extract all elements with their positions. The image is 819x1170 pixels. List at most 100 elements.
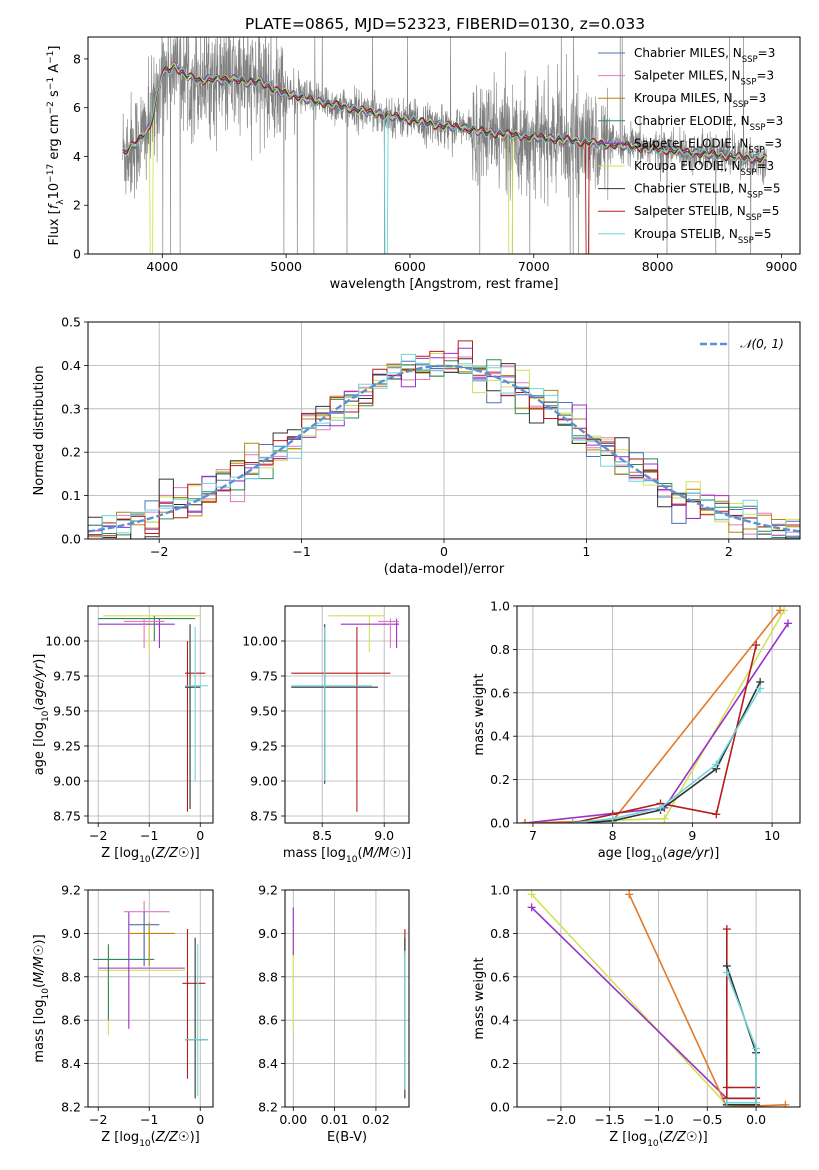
error-cross-kroupa-elodie	[328, 615, 385, 653]
y-tick-label: 0.2	[61, 445, 81, 460]
y-tick-label: 9.50	[250, 704, 278, 719]
plot-area	[527, 890, 790, 1107]
x-axis-label: Z [log10(Z/Z☉)]	[609, 1130, 707, 1149]
legend-label: Chabrier STELIB, NSSP=5	[634, 182, 781, 201]
error-cross-salpeter-miles	[378, 618, 400, 648]
x-tick-label: 7	[529, 828, 537, 843]
axes-frame	[87, 321, 801, 540]
error-cross-salpeter-elodie	[98, 618, 175, 648]
x-tick-label: 8.5	[312, 828, 332, 843]
legend: 𝒩(0, 1)	[700, 337, 784, 351]
x-axis-label: age [log10(age/yr)]	[598, 846, 720, 865]
y-tick-label: 8.75	[53, 809, 81, 824]
x-tick-label: 4000	[146, 259, 178, 274]
y-tick-label: 10.00	[45, 634, 81, 649]
x-axis-label: (data-model)/error	[384, 562, 505, 577]
panel-age-vs-mass: 8.5 9.0 8.75 9.00 9.25 9.50 9.75 10.00 mass [log…	[242, 605, 411, 865]
series-line-kroupa-stelib	[726, 972, 757, 1104]
x-tick-label: 10	[764, 828, 780, 843]
x-tick-label: 8000	[642, 259, 674, 274]
y-tick-label: 0.1	[61, 488, 81, 503]
x-tick-label: −1.0	[643, 1112, 673, 1127]
y-tick-label: 8.8	[61, 969, 81, 984]
series-marker	[568, 819, 577, 823]
y-tick-label: 0.0	[490, 816, 510, 831]
y-tick-label: 0	[73, 247, 81, 262]
x-tick-label: 0	[440, 544, 448, 559]
series-line-salpeter-stelib	[726, 929, 757, 1100]
series-line-salpeter-stelib	[572, 644, 757, 823]
error-cross-salpeter-elodie	[98, 911, 185, 1029]
y-tick-label: 8.4	[61, 1056, 81, 1071]
x-tick-label: 0	[196, 828, 204, 843]
legend-label: Kroupa ELODIE, NSSP=3	[634, 159, 774, 178]
x-tick-label: −2	[89, 1112, 107, 1127]
error-cross-salpeter-stelib	[291, 627, 391, 812]
gridlines	[88, 606, 213, 823]
y-tick-label: 9.0	[61, 926, 81, 941]
error-cross-salpeter-stelib	[182, 929, 206, 1079]
x-tick-label: 8	[609, 828, 617, 843]
error-cross-kroupa-miles	[128, 922, 175, 966]
error-cross-kroupa-elodie	[98, 944, 185, 1036]
panel-residuals: −2 −1 0 1 2 0.0 0.1 0.2 0.3 0.4 0.5 (data-model)/er…	[32, 315, 801, 577]
gridlines	[517, 889, 800, 1108]
gridlines	[285, 889, 409, 1108]
x-tick-label: 9	[688, 828, 696, 843]
y-tick-label: 8.75	[250, 809, 278, 824]
series-marker	[752, 1044, 761, 1053]
plot-area	[88, 340, 800, 539]
y-tick-label: 10.00	[242, 634, 278, 649]
y-tick-label: 4	[73, 149, 81, 164]
model-spectrum-kroupa-stelib	[122, 65, 767, 254]
plot-area	[98, 615, 208, 812]
y-tick-label: 8	[73, 51, 81, 66]
legend-label: Chabrier MILES, NSSP=3	[634, 46, 775, 65]
y-tick-label: 9.75	[250, 669, 278, 684]
y-tick-label: 0.4	[490, 729, 510, 744]
series-line-kroupa-stelib	[572, 688, 761, 823]
series-marker	[776, 606, 785, 615]
y-tick-label: 8.4	[258, 1056, 278, 1071]
y-tick-label: 2	[73, 198, 81, 213]
series-marker	[608, 814, 617, 823]
x-tick-label: −2	[89, 828, 107, 843]
series-marker	[527, 890, 536, 899]
y-tick-label: 6	[73, 100, 81, 115]
axes-frame	[87, 605, 214, 824]
y-axis-label: age [log10(age/yr)]	[32, 654, 51, 776]
legend-label: Salpeter STELIB, NSSP=5	[634, 204, 779, 223]
x-tick-label: 7000	[518, 259, 550, 274]
panel-mass-vs-ebv: 0.00 0.01 0.02 8.2 8.4 8.6 8.8 9.0 9.2 E(B-V)	[258, 883, 410, 1145]
x-axis-label: mass [log10(M/M☉)]	[283, 846, 411, 865]
panel-age-vs-Z: −2 −1 0 8.75 9.00 9.25 9.50 9.75 10.00 Z [log10(Z…	[32, 605, 214, 865]
plot-area	[520, 606, 793, 823]
axes-frame	[284, 889, 410, 1108]
gridlines	[285, 606, 409, 823]
y-tick-label: 8.2	[61, 1100, 81, 1115]
y-tick-label: 0.2	[490, 1056, 510, 1071]
error-cross-chabrier-miles	[128, 911, 160, 966]
plot-area	[93, 900, 208, 1099]
panel-mass-vs-Z: −2 −1 0 8.2 8.4 8.6 8.8 9.0 9.2 Z [log10(Z/Z☉)] ma…	[32, 883, 214, 1149]
y-tick-label: 0.6	[490, 969, 510, 984]
series-marker	[781, 1100, 790, 1107]
series-marker	[722, 968, 731, 977]
y-tick-label: 8.2	[258, 1100, 278, 1115]
series-marker	[527, 903, 536, 912]
y-axis-label: mass weight	[472, 957, 487, 1039]
x-tick-label: 5000	[270, 259, 302, 274]
x-axis-label: E(B-V)	[327, 1130, 367, 1145]
y-tick-label: 0.0	[61, 532, 81, 547]
x-tick-label: 9.0	[374, 828, 394, 843]
legend-label: 𝒩(0, 1)	[740, 337, 784, 351]
y-tick-label: 0.8	[490, 926, 510, 941]
y-tick-label: 0.4	[490, 1013, 510, 1028]
series-marker	[752, 641, 761, 650]
error-cross-chabrier-elodie	[93, 944, 155, 1021]
series-marker	[712, 810, 721, 819]
y-tick-label: 9.50	[53, 704, 81, 719]
y-axis-label: Flux [fλ10−17 erg cm−2 s−1 A−1]	[46, 46, 66, 246]
y-tick-label: 9.00	[53, 774, 81, 789]
legend: Chabrier MILES, NSSP=3 Salpeter MILES, NS…	[598, 46, 783, 246]
